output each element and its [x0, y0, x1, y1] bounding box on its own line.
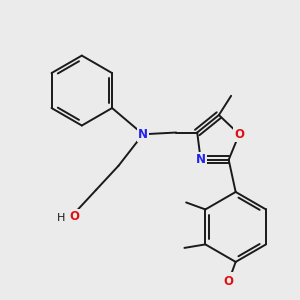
Text: N: N: [138, 128, 148, 141]
Text: O: O: [70, 210, 80, 223]
Text: O: O: [234, 128, 244, 141]
Text: O: O: [224, 274, 234, 288]
Text: N: N: [196, 153, 206, 166]
Text: H: H: [57, 213, 65, 223]
